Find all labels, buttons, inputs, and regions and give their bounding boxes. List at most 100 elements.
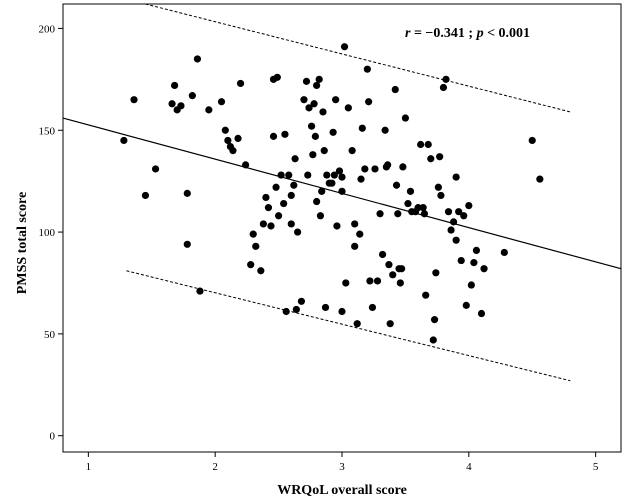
data-point bbox=[252, 242, 260, 250]
data-point bbox=[344, 104, 352, 112]
data-point bbox=[318, 187, 326, 195]
data-point bbox=[292, 305, 300, 314]
annotation-p-symbol: p bbox=[476, 26, 484, 41]
data-point bbox=[536, 175, 544, 183]
y-tick-label: 100 bbox=[39, 227, 56, 239]
data-point bbox=[373, 277, 382, 285]
data-point bbox=[193, 55, 202, 63]
annotation-r-value: = −0.341 ; bbox=[410, 26, 476, 41]
x-axis-title: WRQoL overall score bbox=[277, 483, 407, 498]
data-point bbox=[221, 126, 229, 134]
y-tick-label: 50 bbox=[44, 329, 56, 341]
data-point bbox=[217, 98, 226, 106]
data-point bbox=[236, 79, 245, 88]
data-point bbox=[439, 83, 448, 92]
data-point bbox=[358, 124, 366, 132]
data-point bbox=[151, 165, 160, 173]
data-point bbox=[309, 151, 317, 159]
data-point bbox=[285, 171, 293, 179]
data-point bbox=[376, 210, 384, 218]
data-point bbox=[434, 183, 442, 191]
x-tick-label: 5 bbox=[593, 461, 599, 473]
data-point bbox=[429, 336, 437, 344]
data-point bbox=[267, 222, 275, 230]
data-point bbox=[338, 187, 346, 195]
data-point bbox=[330, 171, 338, 179]
data-point bbox=[302, 77, 311, 85]
data-point bbox=[406, 187, 415, 195]
data-point bbox=[342, 279, 350, 287]
data-point bbox=[381, 126, 389, 134]
data-point bbox=[183, 240, 191, 248]
data-point bbox=[316, 212, 325, 220]
data-point bbox=[242, 161, 250, 169]
data-point bbox=[300, 96, 308, 104]
data-point bbox=[500, 248, 508, 257]
plot-area-frame bbox=[62, 3, 622, 453]
data-point bbox=[394, 210, 402, 218]
data-point bbox=[287, 191, 295, 200]
data-point bbox=[290, 181, 298, 189]
data-point bbox=[205, 106, 213, 114]
data-point bbox=[340, 43, 349, 51]
data-point bbox=[291, 155, 299, 163]
y-tick-label: 200 bbox=[39, 23, 56, 35]
data-point bbox=[310, 100, 318, 108]
data-point bbox=[281, 130, 289, 138]
data-point bbox=[444, 208, 453, 216]
data-point bbox=[357, 175, 365, 183]
data-point bbox=[470, 259, 478, 267]
data-point bbox=[269, 132, 278, 140]
data-point bbox=[384, 161, 392, 169]
data-point bbox=[371, 165, 379, 173]
correlation-annotation: r = −0.341 ; p < 0.001 bbox=[405, 26, 530, 41]
data-point bbox=[168, 100, 176, 108]
data-point bbox=[399, 163, 407, 171]
data-point bbox=[436, 153, 444, 161]
data-point bbox=[141, 191, 150, 200]
data-point bbox=[323, 171, 331, 179]
data-point bbox=[304, 171, 312, 179]
data-point bbox=[389, 271, 397, 279]
data-point bbox=[404, 199, 412, 208]
data-point bbox=[305, 104, 313, 112]
data-point bbox=[422, 291, 430, 299]
upper-prediction-line bbox=[145, 3, 571, 113]
data-point bbox=[460, 212, 468, 220]
data-point bbox=[351, 242, 359, 250]
data-point bbox=[130, 96, 138, 104]
x-tick-label: 1 bbox=[86, 461, 92, 473]
data-point bbox=[329, 128, 337, 136]
data-point bbox=[417, 140, 425, 149]
data-point bbox=[472, 246, 481, 254]
data-point bbox=[249, 230, 257, 238]
data-point bbox=[366, 277, 374, 285]
y-tick-label: 0 bbox=[50, 431, 56, 443]
data-point bbox=[401, 114, 410, 122]
data-point bbox=[465, 202, 473, 210]
data-point bbox=[313, 81, 321, 90]
data-point bbox=[234, 134, 242, 142]
data-point bbox=[462, 301, 470, 309]
data-point bbox=[396, 279, 404, 287]
data-point bbox=[365, 98, 373, 106]
data-points-layer bbox=[120, 43, 544, 344]
y-tick-label: 150 bbox=[39, 125, 56, 137]
data-point bbox=[229, 147, 237, 155]
data-point bbox=[282, 307, 290, 316]
data-point bbox=[480, 265, 488, 273]
data-point bbox=[427, 155, 435, 163]
data-point bbox=[447, 226, 455, 234]
data-point bbox=[452, 173, 460, 181]
y-axis-title: PMSS total score bbox=[15, 192, 30, 294]
data-point bbox=[398, 265, 406, 273]
y-axis-ticks: 0 50 100 150 200 bbox=[39, 23, 63, 443]
data-point bbox=[247, 261, 255, 269]
data-point bbox=[277, 171, 285, 179]
data-point bbox=[391, 85, 399, 94]
data-point bbox=[224, 136, 232, 145]
data-point bbox=[196, 287, 204, 295]
data-point bbox=[467, 281, 475, 289]
data-point bbox=[420, 210, 429, 218]
